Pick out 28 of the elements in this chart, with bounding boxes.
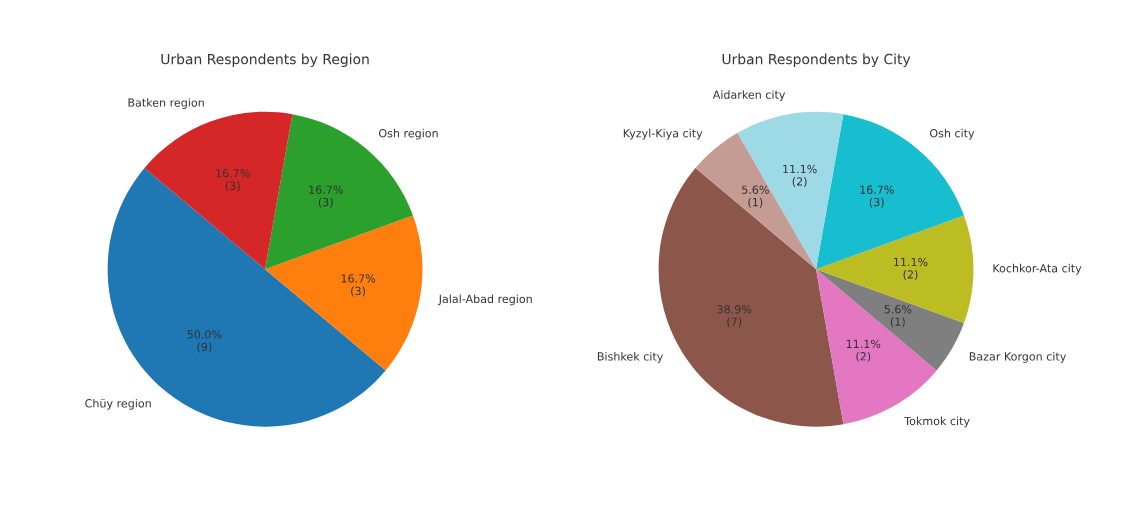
pie-slice <box>737 111 844 270</box>
data-label: 50.0% (9) <box>187 330 222 353</box>
data-label: 11.1% (2) <box>894 257 928 280</box>
slice-label: Batken region <box>128 98 204 109</box>
slice-label: Tokmok city <box>904 416 970 428</box>
slice-label: Chüy region <box>85 398 151 410</box>
pie-slice <box>144 111 293 270</box>
pie-slice <box>816 269 964 371</box>
slice-label: Kyzyl-Kiya city <box>623 128 703 140</box>
slice-label: Jalal-Abad region <box>438 294 532 306</box>
data-label: 5.6% (1) <box>884 305 912 328</box>
data-label: 16.7% (3) <box>341 274 376 297</box>
slice-label: Kochkor-Ata city <box>993 263 1082 275</box>
data-label: 11.1% (2) <box>846 339 881 362</box>
data-label: 16.7% (3) <box>216 169 250 192</box>
slice-label: Aidarken city <box>712 90 786 101</box>
data-label: 16.7% (3) <box>309 185 343 208</box>
data-label: 16.7% (3) <box>860 185 894 208</box>
slice-label: Osh city <box>930 128 975 140</box>
data-label: 11.1% (2) <box>783 164 817 187</box>
chart-title: Urban Respondents by Region <box>161 53 369 68</box>
slice-label: Bazar Korgon city <box>969 352 1067 363</box>
data-label: 5.6% (1) <box>742 185 769 208</box>
slice-label: Osh region <box>379 128 438 140</box>
pie-slice <box>265 215 423 371</box>
slice-label: Bishkek city <box>597 352 664 363</box>
chart-title: Urban Respondents by City <box>722 53 911 68</box>
data-label: 38.9% (7) <box>717 305 752 328</box>
